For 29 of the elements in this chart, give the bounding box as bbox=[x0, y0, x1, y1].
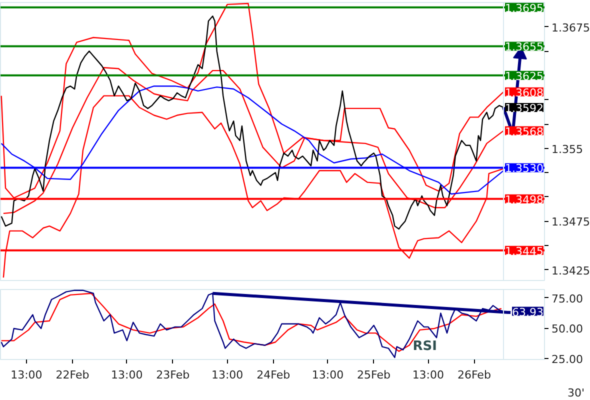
annotation: 1.3608 bbox=[505, 86, 544, 100]
x-axis-title: 30' bbox=[567, 386, 585, 400]
x-tick-label: 13:00 bbox=[312, 368, 344, 382]
y-tick-label: 1.3675 bbox=[552, 21, 590, 34]
annotation: RSI bbox=[412, 338, 437, 354]
x-tick-label: 23Feb bbox=[156, 368, 190, 382]
annotation: 1.3592 bbox=[505, 102, 544, 115]
y-tick-label: 50.00 bbox=[552, 322, 583, 336]
y-tick-label: 1.3475 bbox=[552, 216, 590, 229]
x-tick-label: 24Feb bbox=[256, 368, 290, 382]
annotation: 1.3568 bbox=[505, 125, 544, 138]
x-tick-label: 26Feb bbox=[457, 368, 491, 382]
ref-line-label: 1.3625 bbox=[505, 70, 544, 83]
x-tick-label: 13:00 bbox=[10, 368, 42, 382]
ref-line-label: 1.3498 bbox=[505, 193, 544, 206]
y-tick-label: 1.355 bbox=[552, 142, 583, 156]
ref-line-label: 1.3655 bbox=[505, 40, 544, 54]
x-tick-label: 25Feb bbox=[357, 368, 391, 382]
x-tick-label: 22Feb bbox=[56, 368, 90, 382]
y-tick-label: 75.00 bbox=[552, 292, 583, 306]
x-tick-label: 13:00 bbox=[412, 368, 444, 382]
y-tick-label: 1.3425 bbox=[552, 264, 590, 278]
y-tick-label: 25.00 bbox=[552, 352, 583, 366]
annotation: 63.93 bbox=[512, 306, 544, 319]
ref-line-label: 1.3695 bbox=[505, 2, 544, 15]
ref-line-label: 1.3445 bbox=[505, 244, 544, 258]
x-tick-label: 13:00 bbox=[111, 368, 143, 382]
x-tick-label: 13:00 bbox=[211, 368, 244, 382]
ref-line-label: 1.3530 bbox=[505, 162, 544, 176]
